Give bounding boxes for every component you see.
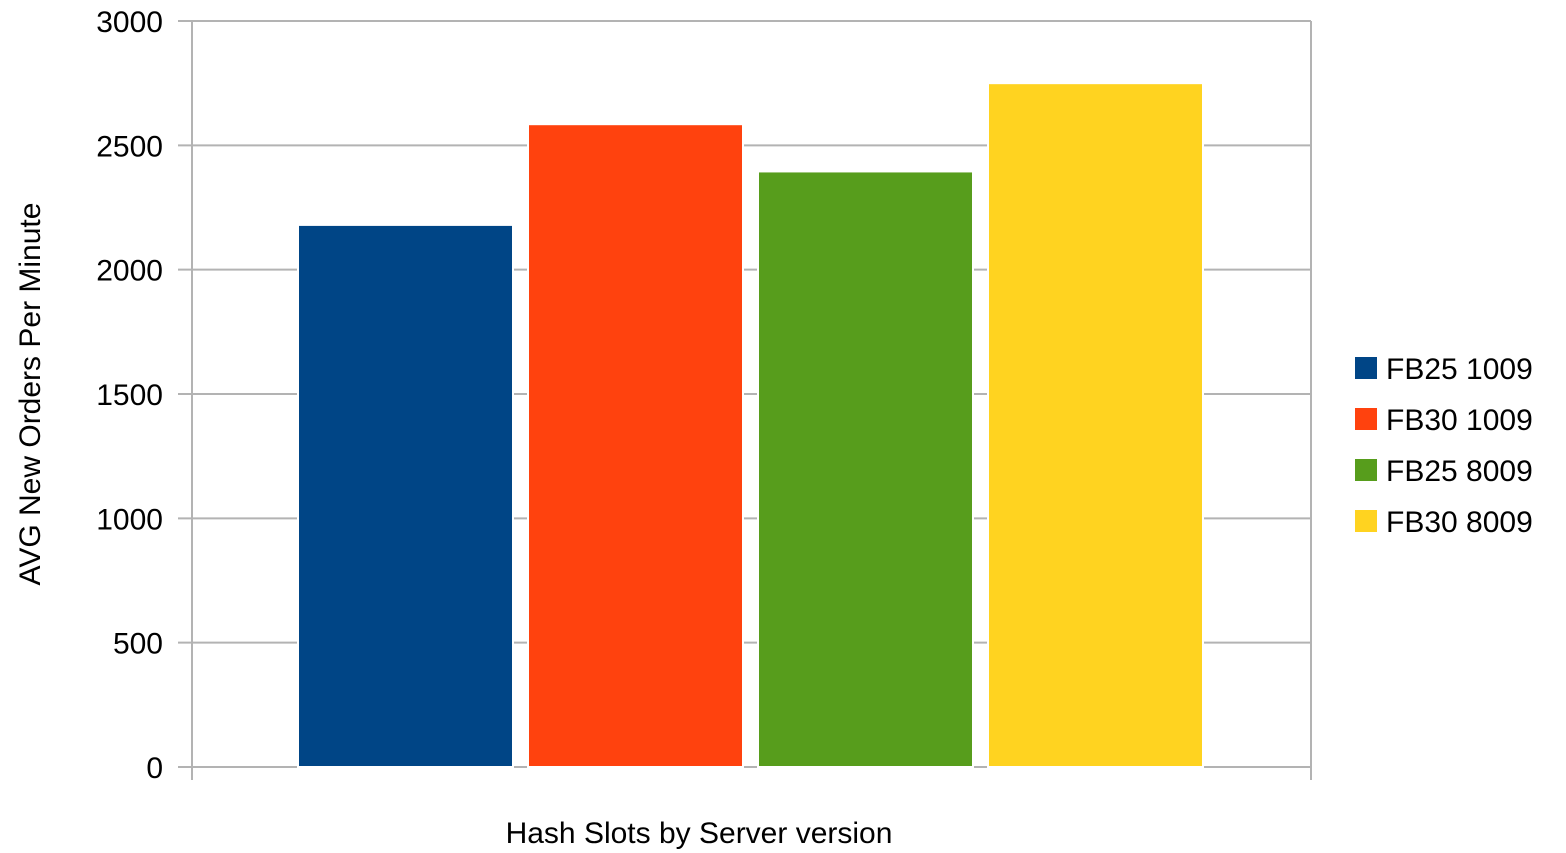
bar-fb25-8009 <box>757 170 974 768</box>
y-tick-label: 500 <box>113 628 163 661</box>
legend-label: FB25 1009 <box>1386 353 1533 386</box>
legend-swatch <box>1355 459 1377 481</box>
bar-fb25-1009 <box>297 223 514 768</box>
y-tick-label: 1500 <box>96 379 163 412</box>
y-tick-label: 2500 <box>96 130 163 163</box>
y-axis-title: AVG New Orders Per Minute <box>14 203 47 586</box>
legend: FB25 1009 FB30 1009 FB25 8009 FB30 8009 <box>1355 353 1533 539</box>
y-tick-labels: 0 500 1000 1500 2000 2500 3000 <box>96 6 163 785</box>
y-tick-label: 0 <box>146 752 163 785</box>
y-tick-label: 2000 <box>96 255 163 288</box>
legend-label: FB30 1009 <box>1386 404 1533 437</box>
legend-label: FB30 8009 <box>1386 506 1533 539</box>
y-tick-label: 3000 <box>96 6 163 39</box>
bar-fb30-8009 <box>987 82 1204 768</box>
legend-swatch <box>1355 408 1377 430</box>
legend-label: FB25 8009 <box>1386 455 1533 488</box>
legend-swatch <box>1355 357 1377 379</box>
legend-swatch <box>1355 510 1377 532</box>
bars <box>297 82 1204 769</box>
y-tick-label: 1000 <box>96 503 163 536</box>
bar-fb30-1009 <box>527 123 744 769</box>
x-axis-title: Hash Slots by Server version <box>506 817 893 850</box>
